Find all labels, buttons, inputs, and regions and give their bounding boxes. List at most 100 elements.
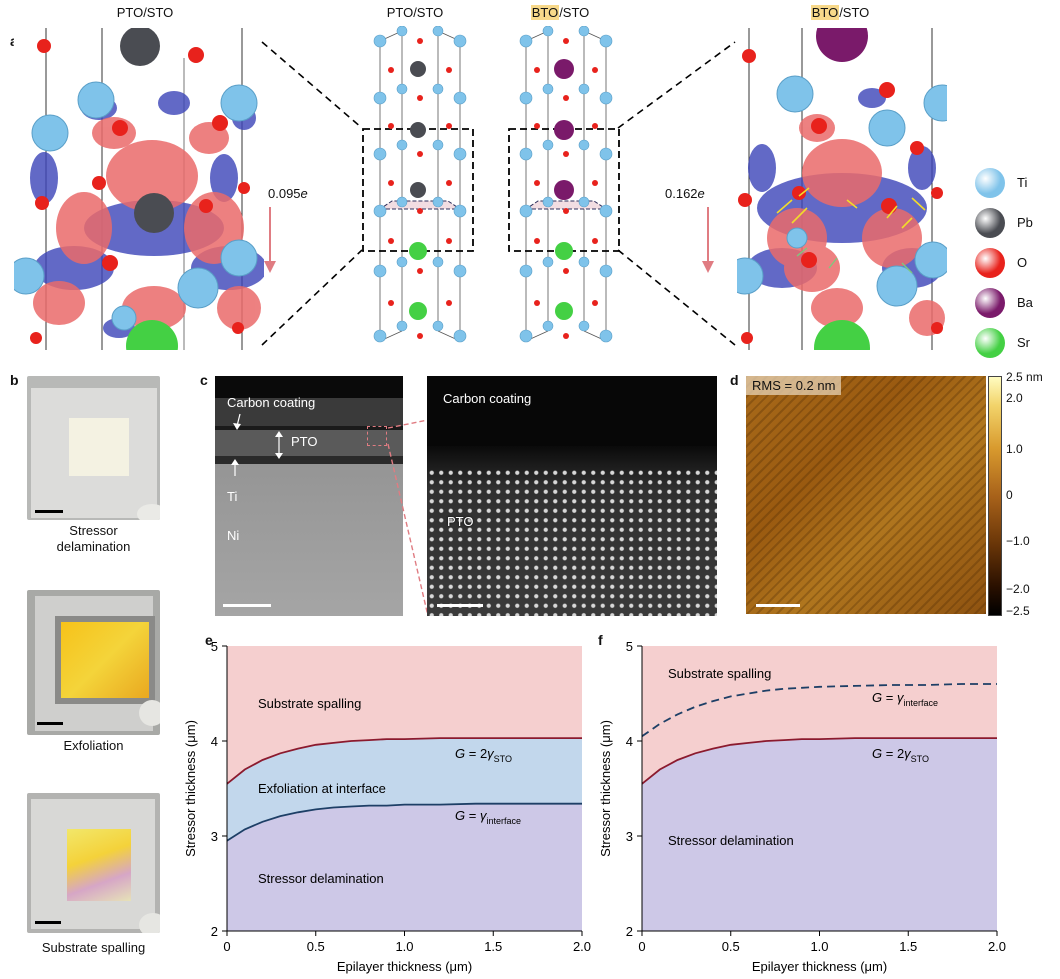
caption-substrate-spalling: Substrate spalling [41, 940, 146, 955]
charge-arrow-right-icon [702, 207, 714, 273]
chart-e: 0 0.5 1.0 1.5 2.0 2 3 4 5 Epilayer thickness (μm)… [183, 639, 591, 974]
atom-legend: Ti Pb O Ba Sr [975, 168, 1055, 368]
photo-exfoliation [27, 590, 160, 735]
y-tick-label: 5 [626, 639, 633, 654]
y-tick-label: 4 [626, 734, 633, 749]
title-bto-sto-right: BTO/STO [810, 5, 870, 20]
label-pto-zoom: PTO [447, 514, 474, 529]
bto-highlight: BTO [530, 5, 560, 20]
x-axis-label: Epilayer thickness (μm) [337, 959, 472, 974]
photo-substrate-spalling [27, 793, 160, 933]
y-tick-label: 2 [211, 924, 218, 939]
legend-swatch-pb [975, 208, 1005, 238]
label-ni: Ni [227, 528, 240, 543]
tem-arrows [231, 413, 283, 476]
y-tick-label: 3 [211, 829, 218, 844]
legend-label-ba: Ba [1017, 295, 1033, 310]
colorbar-tick: −2.0 [1006, 582, 1030, 596]
unit-cell-pto-sto [362, 26, 474, 343]
series-label: G = γinterface [872, 690, 938, 708]
series-label: G = 2γSTO [455, 746, 512, 764]
series-line-1 [226, 802, 582, 842]
tem-cross-section: Carbon coating PTO Ti Ni [215, 376, 403, 616]
series-line-0 [226, 737, 582, 785]
charge-transfer-left: 0.095e [268, 186, 308, 201]
colorbar-tick: 2.0 [1006, 391, 1023, 405]
scale-bar [35, 510, 63, 513]
afm-colorbar [988, 376, 1002, 616]
scale-bar [35, 921, 61, 924]
x-tick-label: 1.5 [899, 939, 917, 954]
legend-label-pb: Pb [1017, 215, 1033, 230]
caption-stressor-delamination: Stressor delamination [56, 523, 131, 554]
caption-exfoliation: Exfoliation [63, 738, 124, 753]
region-label: Exfoliation at interface [258, 781, 386, 796]
colorbar-tick: 2.5 nm [1006, 370, 1043, 384]
label-pto: PTO [291, 434, 318, 449]
label-carbon-coating-zoom: Carbon coating [443, 391, 532, 406]
legend-label-o: O [1017, 255, 1028, 270]
y-axis-label: Stressor thickness (μm) [598, 720, 613, 857]
x-tick-label: 1.5 [484, 939, 502, 954]
title-pto-sto-left: PTO/STO [116, 5, 174, 20]
bto-highlight: BTO [810, 5, 840, 20]
scale-bar [756, 604, 800, 607]
y-tick-label: 4 [211, 734, 218, 749]
charge-density-bto-sto [737, 28, 947, 350]
series-line-1 [641, 737, 997, 785]
x-tick-label: 1.0 [395, 939, 413, 954]
y-tick-label: 3 [626, 829, 633, 844]
scale-bar [37, 722, 63, 725]
region-bottom [227, 803, 582, 931]
x-tick-label: 2.0 [573, 939, 591, 954]
legend-swatch-o [975, 248, 1005, 278]
afm-topography-image: RMS = 0.2 nm [746, 376, 986, 614]
colorbar-tick: 0 [1006, 488, 1013, 502]
haadf-stem-zoom: Carbon coating PTO [427, 376, 717, 616]
charge-density-pto-sto [14, 28, 264, 350]
y-tick-label: 2 [626, 924, 633, 939]
x-tick-label: 0 [223, 939, 230, 954]
unit-cell-bto-sto [508, 26, 620, 343]
y-tick-label: 5 [211, 639, 218, 654]
scale-bar [223, 604, 271, 607]
chart-f: 0 0.5 1.0 1.5 2.0 2 3 4 5 Epilayer thickness (μm)… [598, 639, 1006, 974]
label-carbon-coating: Carbon coating [227, 395, 316, 410]
x-tick-label: 0.5 [307, 939, 325, 954]
region-label: Stressor delamination [258, 871, 384, 886]
panel-f-letter: f [598, 632, 603, 648]
panel-a-letter: a [10, 33, 18, 49]
zoom-lines-tem [387, 420, 429, 617]
charge-arrow-left-icon [264, 207, 276, 273]
panel-b-letter: b [10, 372, 19, 388]
colorbar-tick: 1.0 [1006, 442, 1023, 456]
charge-transfer-right: 0.162e [665, 186, 705, 201]
legend-swatch-ti [975, 168, 1005, 198]
scale-bar [437, 604, 483, 607]
title-bto-sto-mid: BTO/STO [530, 5, 590, 20]
region-label: Substrate spalling [668, 666, 771, 681]
panel-d-letter: d [730, 372, 739, 388]
title-pto-sto-mid: PTO/STO [386, 5, 444, 20]
legend-label-sr: Sr [1017, 335, 1030, 350]
region-label: Substrate spalling [258, 696, 361, 711]
panel-c-letter: c [200, 372, 208, 388]
x-tick-label: 2.0 [988, 939, 1006, 954]
region-bottom [642, 738, 997, 931]
series-line-0 [641, 683, 997, 738]
zoom-lines [261, 41, 736, 346]
panel-e-letter: e [205, 632, 213, 648]
region-label: Stressor delamination [668, 833, 794, 848]
legend-label-ti: Ti [1017, 175, 1028, 190]
label-ti: Ti [227, 489, 238, 504]
legend-swatch-sr [975, 328, 1005, 358]
x-tick-label: 0.5 [722, 939, 740, 954]
series-label: G = 2γSTO [872, 746, 929, 764]
colorbar-tick: −1.0 [1006, 534, 1030, 548]
rms-label: RMS = 0.2 nm [746, 376, 842, 395]
photo-stressor-delamination [27, 376, 160, 520]
series-label: G = γinterface [455, 808, 521, 826]
x-tick-label: 1.0 [810, 939, 828, 954]
colorbar-tick: −2.5 [1006, 604, 1030, 618]
y-axis-label: Stressor thickness (μm) [183, 720, 198, 857]
